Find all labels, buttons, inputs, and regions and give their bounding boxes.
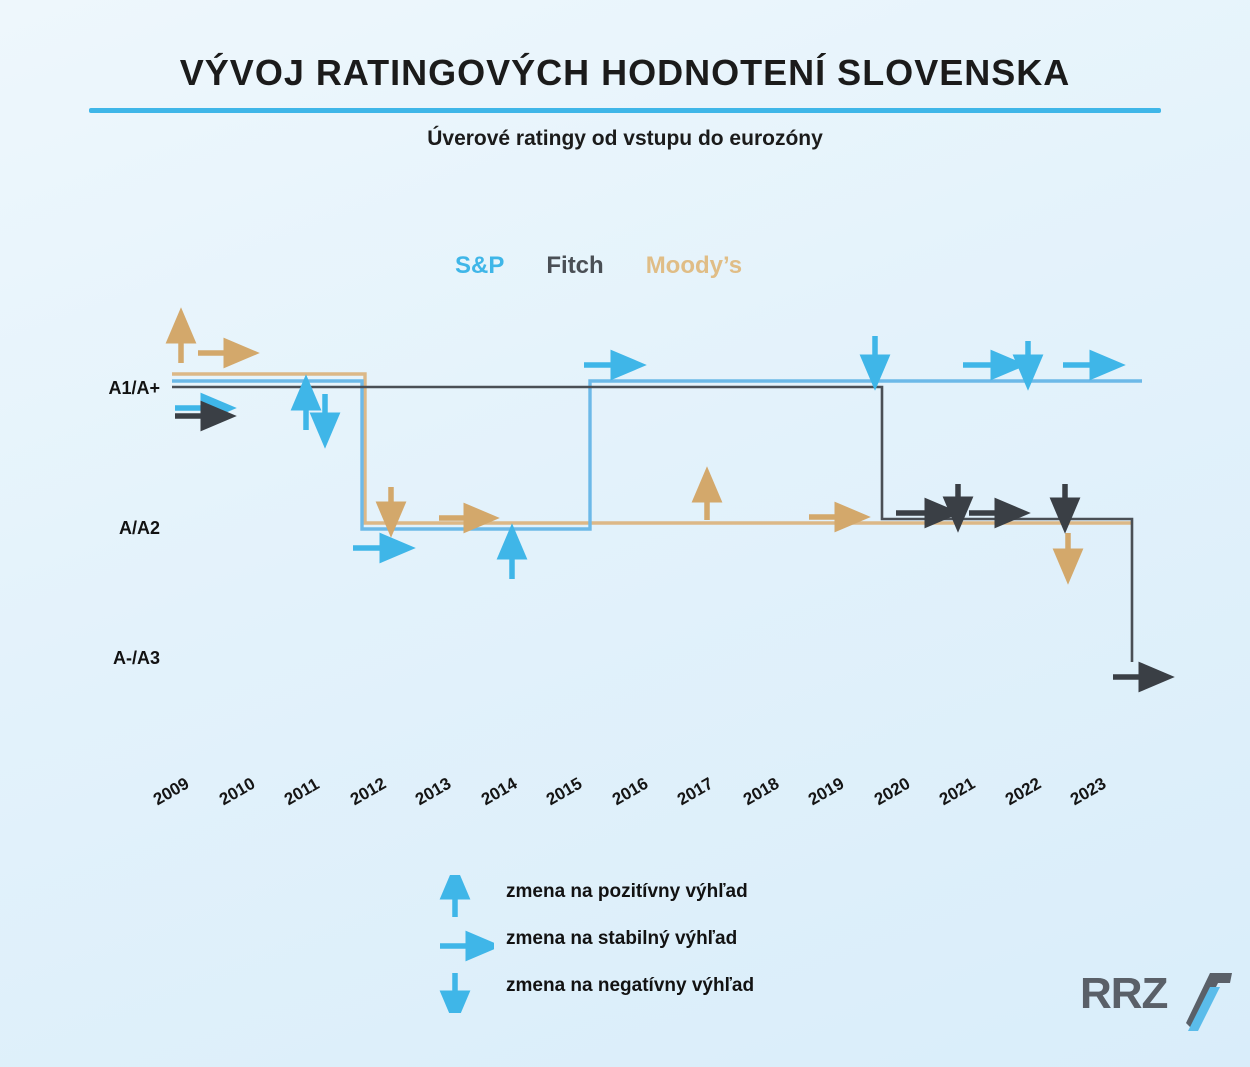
legend-item-fitch: Fitch: [546, 252, 604, 279]
series-line-moodys: [172, 372, 1132, 525]
arrow-down-icon: [439, 973, 471, 1013]
rrz-logo-mark: [1186, 973, 1232, 1031]
y-axis-label-aminus-a3: A-/A3: [112, 648, 160, 668]
series-legend: S&P Fitch Moody’s: [455, 252, 795, 280]
legend-label-negative: zmena na negatívny výhľad: [506, 975, 755, 996]
legend-item-moodys: Moody’s: [645, 252, 743, 279]
arrow-right-icon: [440, 930, 494, 962]
rrz-logo-text: RRZ: [1080, 969, 1168, 1018]
page-header: VÝVOJ RATINGOVÝCH HODNOTENÍ SLOVENSKA Úv…: [0, 0, 1250, 151]
title-underline-rule: [89, 108, 1161, 113]
rrz-logo: RRZ: [1080, 965, 1232, 1031]
page-subtitle: Úverové ratingy od vstupu do eurozóny: [427, 127, 823, 150]
series-line-fitch: [172, 385, 1134, 662]
legend-label-positive: zmena na pozitívny výhľad: [506, 881, 748, 902]
outlook-legend: zmena na pozitívny výhľad zmena na stabi…: [420, 875, 940, 1016]
legend-row-stable: zmena na stabilný výhľad: [420, 922, 940, 969]
legend-item-sp: S&P: [455, 252, 505, 279]
page-title: VÝVOJ RATINGOVÝCH HODNOTENÍ SLOVENSKA: [179, 52, 1071, 93]
legend-label-stable: zmena na stabilný výhľad: [506, 928, 738, 949]
legend-row-negative: zmena na negatívny výhľad: [420, 969, 940, 1016]
series-line-sp: [172, 379, 1142, 531]
arrow-up-icon: [439, 875, 471, 917]
y-axis-label-a1-aplus: A1/A+: [108, 378, 160, 398]
legend-row-positive: zmena na pozitívny výhľad: [420, 875, 940, 922]
y-axis-label-a-a2: A/A2: [118, 518, 160, 538]
